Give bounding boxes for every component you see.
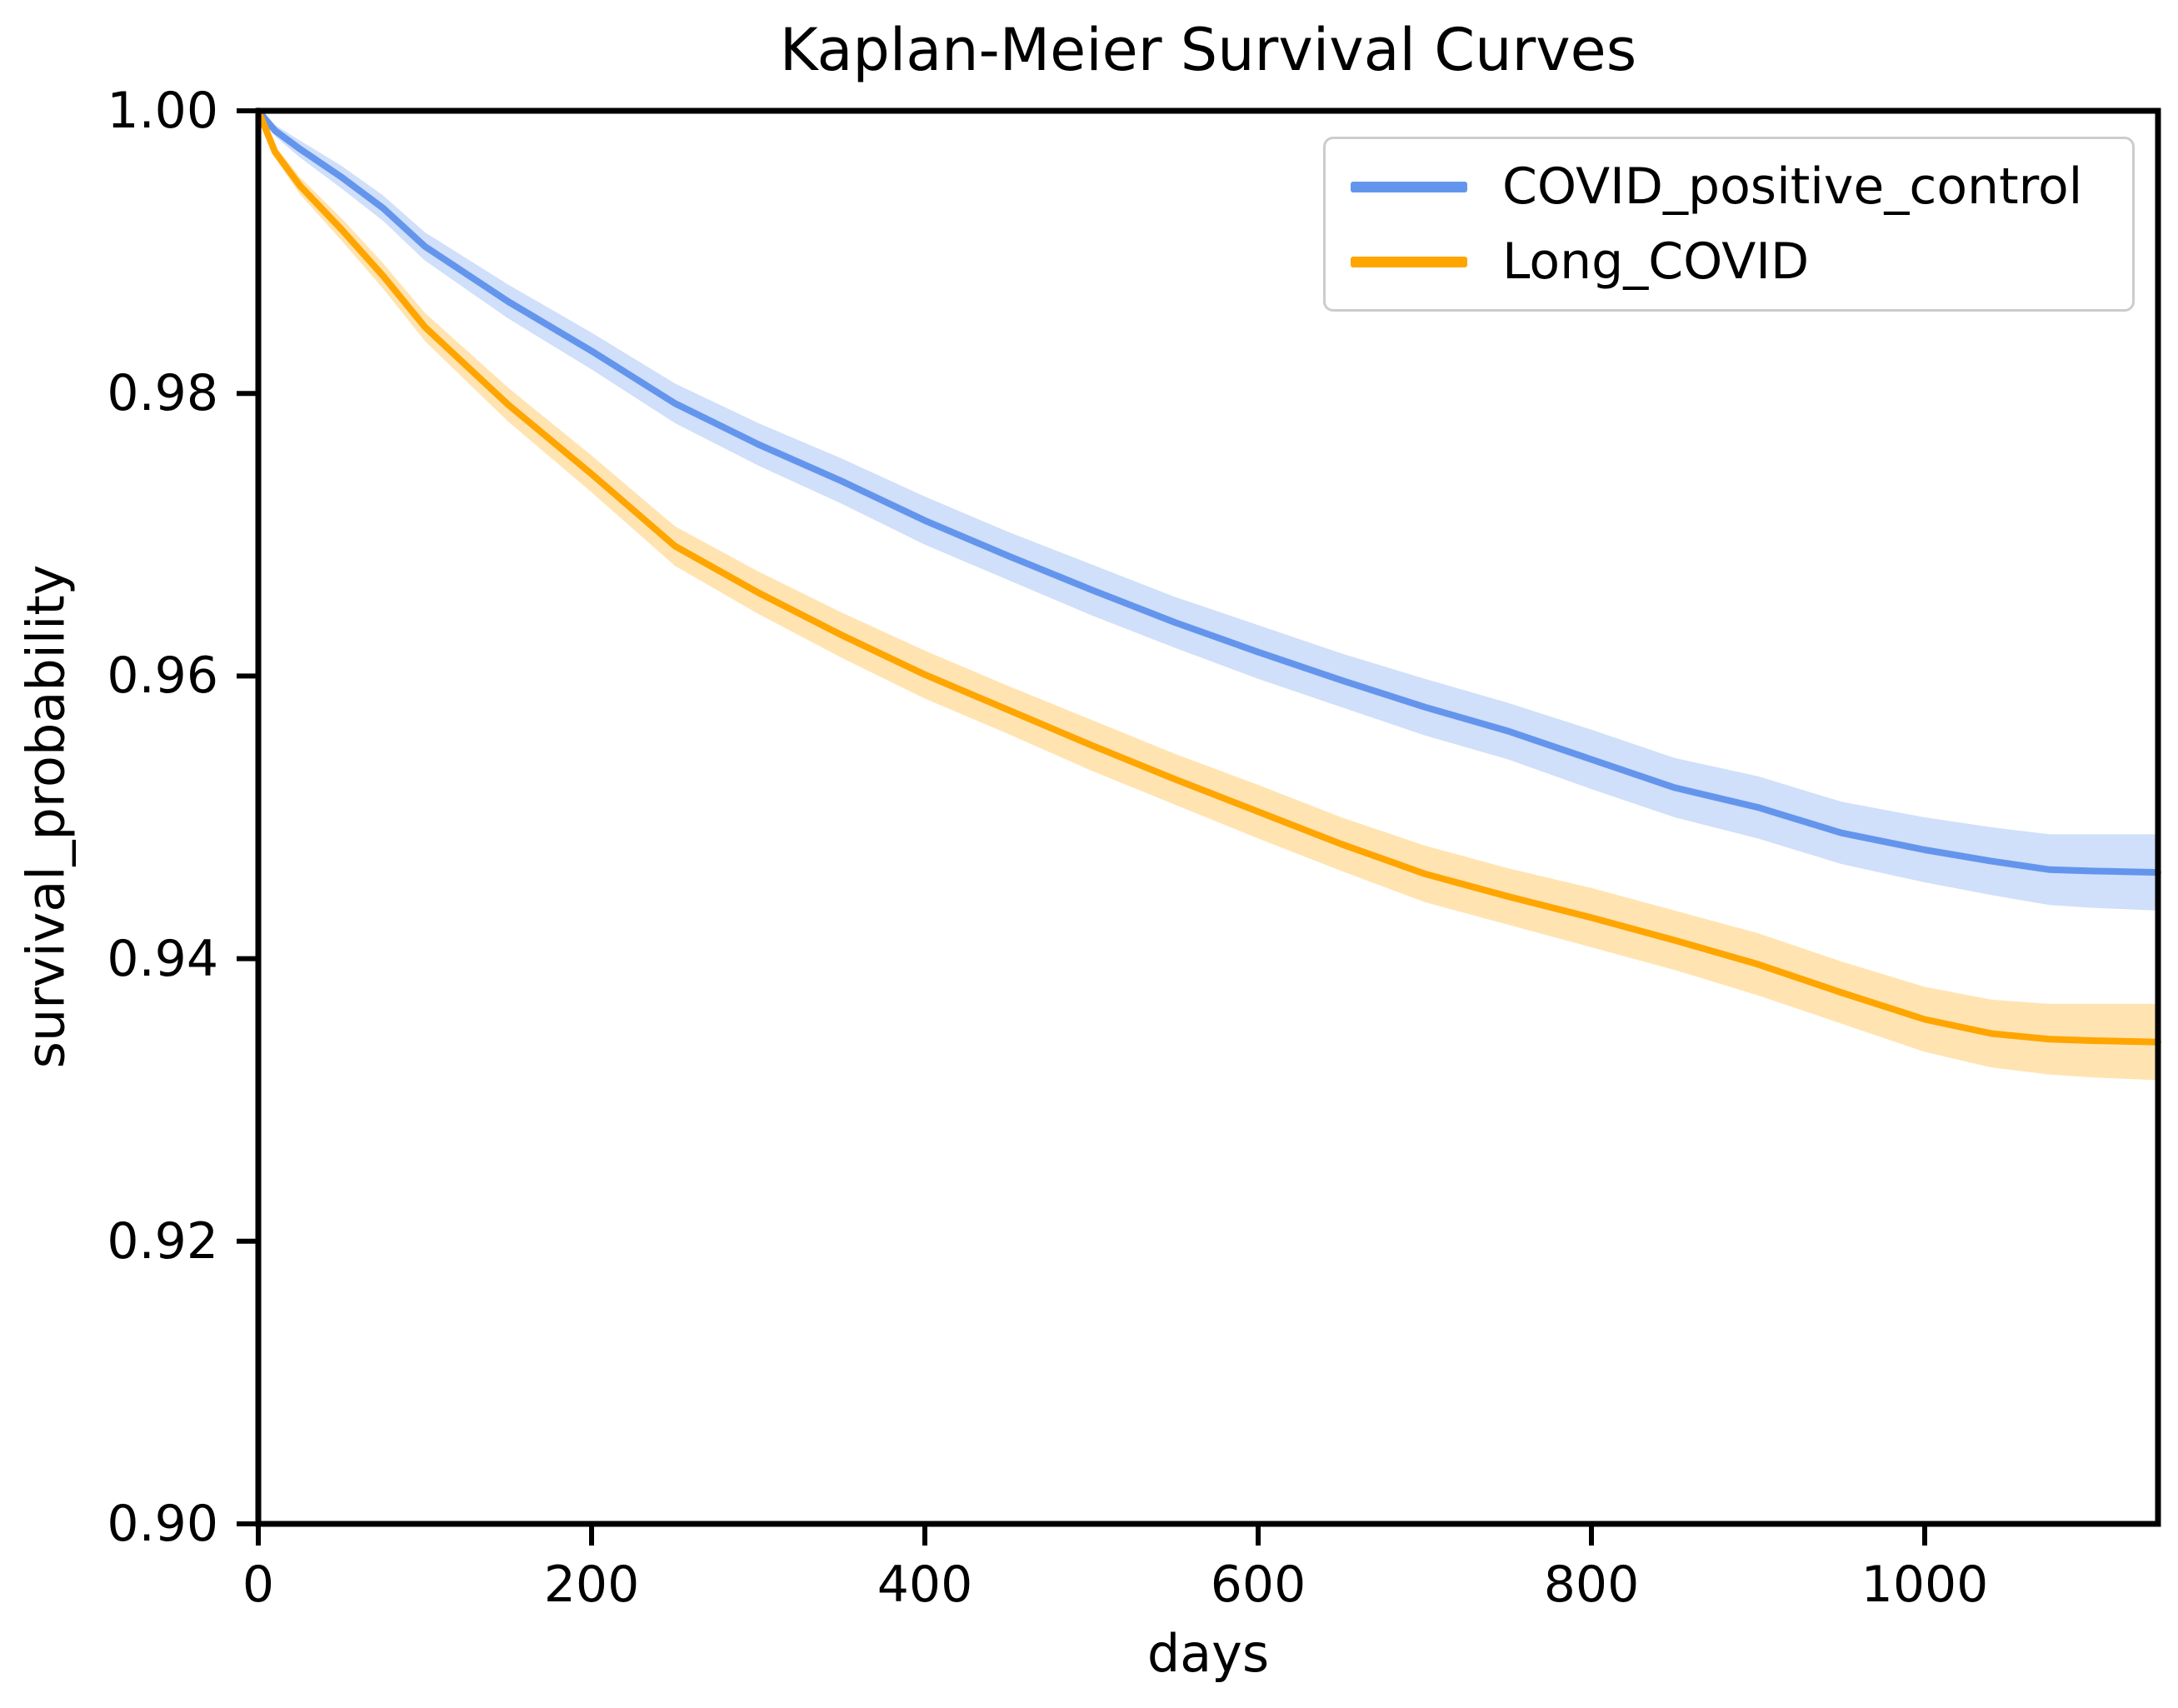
x-tick-label: 600	[1210, 1556, 1306, 1614]
x-tick-label: 800	[1543, 1556, 1640, 1614]
legend-label: Long_COVID	[1502, 232, 1810, 291]
legend-line-swatch	[1351, 256, 1467, 267]
x-tick-label: 200	[543, 1556, 640, 1614]
confidence-band-COVID_positive_control	[258, 111, 2158, 911]
y-tick-label: 1.00	[107, 82, 218, 140]
x-tick-label: 1000	[1861, 1556, 1989, 1614]
y-tick-label: 0.94	[107, 929, 218, 988]
x-tick-label: 0	[242, 1556, 275, 1614]
x-axis-label: days	[1146, 1623, 1270, 1684]
y-tick-label: 0.92	[107, 1211, 218, 1271]
y-tick-label: 0.90	[107, 1495, 218, 1553]
legend-item-Long_COVID: Long_COVID	[1351, 234, 2116, 289]
survival-curve-Long_COVID	[255, 107, 2161, 1046]
axes-spines	[255, 107, 2161, 1527]
legend-label: COVID_positive_control	[1502, 157, 2083, 216]
x-tick-label: 400	[877, 1556, 973, 1614]
y-axis-label: survival_probability	[15, 564, 77, 1069]
y-tick-label: 0.98	[107, 364, 218, 423]
chart-title: Kaplan-Meier Survival Curves	[779, 16, 1637, 84]
survival-curve-COVID_positive_control	[255, 107, 2161, 876]
y-tick-label: 0.96	[107, 647, 218, 706]
legend-line-swatch	[1351, 181, 1467, 192]
legend-item-COVID_positive_control: COVID_positive_control	[1351, 159, 2116, 214]
legend: COVID_positive_control Long_COVID	[1323, 137, 2135, 312]
